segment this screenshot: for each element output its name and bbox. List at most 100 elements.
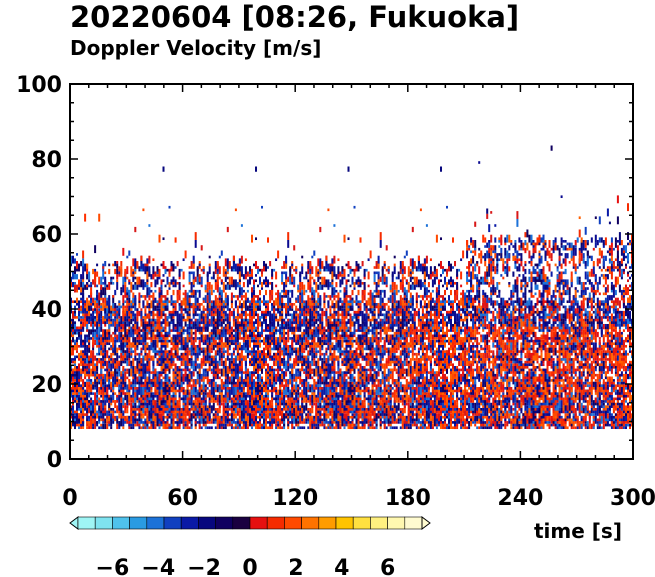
echo-cell — [305, 342, 308, 351]
echo-cell — [152, 295, 155, 298]
echo-cell — [94, 245, 97, 254]
echo-cell — [333, 384, 336, 388]
echo-cell — [297, 347, 300, 351]
echo-cell — [196, 345, 199, 348]
echo-cell — [200, 426, 203, 430]
echo-cell — [277, 389, 280, 395]
echo-cell — [321, 284, 324, 290]
echo-cell — [331, 313, 334, 319]
echo-cell — [305, 355, 308, 359]
echo-cell — [98, 308, 101, 311]
echo-cell — [96, 337, 99, 340]
echo-cell — [102, 297, 105, 303]
echo-cell — [184, 376, 187, 382]
echo-cell — [80, 415, 83, 419]
echo-cell — [236, 350, 239, 356]
echo-cell — [156, 337, 159, 340]
echo-cell — [190, 289, 193, 293]
echo-cell — [313, 279, 316, 283]
echo-cell — [267, 329, 270, 332]
echo-cell — [84, 318, 87, 327]
echo-cell — [172, 318, 175, 327]
echo-cell — [327, 423, 330, 427]
echo-cell — [208, 381, 211, 385]
echo-cell — [118, 381, 121, 385]
echo-cell — [114, 410, 117, 414]
echo-cell — [333, 415, 336, 419]
echo-cell — [218, 308, 221, 311]
echo-cell — [166, 381, 169, 385]
echo-cell — [126, 289, 129, 296]
echo-cell — [184, 303, 187, 309]
echo-cell — [102, 271, 105, 280]
echo-cell — [172, 263, 175, 272]
echo-cell — [114, 415, 117, 419]
echo-cell — [164, 415, 167, 419]
echo-cell — [206, 337, 209, 340]
echo-cell — [188, 316, 191, 324]
echo-cell — [220, 355, 223, 359]
echo-cell — [140, 318, 143, 327]
echo-cell — [226, 258, 229, 267]
echo-cell — [160, 400, 163, 406]
echo-cell — [311, 287, 314, 293]
echo-cell — [283, 360, 286, 367]
echo-cell — [198, 289, 201, 298]
echo-cell — [240, 397, 243, 406]
echo-cell — [152, 258, 155, 262]
echo-cell — [108, 394, 111, 398]
echo-cell — [116, 358, 119, 366]
echo-cell — [166, 355, 169, 364]
echo-cell — [154, 289, 157, 293]
echo-cell — [249, 329, 252, 332]
echo-cell — [299, 295, 302, 303]
echo-cell — [72, 415, 75, 424]
echo-cell — [112, 318, 115, 327]
echo-cell — [92, 303, 95, 306]
echo-cell — [271, 282, 274, 290]
echo-cell — [168, 268, 171, 275]
echo-cell — [132, 415, 135, 422]
echo-cell — [200, 310, 203, 314]
echo-cell — [325, 402, 328, 406]
echo-cell — [150, 318, 153, 322]
echo-cell — [319, 258, 322, 267]
echo-cell — [323, 418, 326, 422]
echo-cell — [301, 263, 304, 267]
echo-cell — [259, 418, 262, 422]
echo-cell — [331, 415, 334, 419]
echo-cell — [323, 331, 326, 335]
echo-cell — [240, 289, 243, 293]
echo-cell — [313, 423, 316, 430]
echo-cell — [240, 266, 243, 275]
echo-cell — [228, 276, 231, 285]
echo-cell — [257, 326, 260, 330]
echo-cell — [295, 350, 298, 356]
echo-cell — [216, 376, 219, 380]
echo-cell — [323, 282, 326, 288]
echo-cell — [329, 282, 332, 288]
echo-cell — [285, 310, 288, 314]
echo-cell — [104, 342, 107, 346]
echo-cell — [194, 415, 197, 422]
echo-cell — [196, 389, 199, 393]
echo-cell — [184, 318, 187, 322]
echo-cell — [164, 366, 167, 369]
echo-cell — [249, 339, 252, 346]
echo-cell — [297, 318, 300, 322]
echo-cell — [140, 394, 143, 401]
echo-cell — [242, 379, 245, 382]
echo-cell — [74, 397, 77, 401]
echo-cell — [321, 352, 324, 356]
echo-cell — [305, 371, 308, 377]
echo-cell — [224, 373, 227, 377]
echo-cell — [307, 410, 310, 414]
echo-cell — [299, 394, 302, 398]
echo-cell — [188, 266, 191, 269]
echo-cell — [72, 345, 75, 351]
echo-cell — [315, 368, 318, 377]
echo-cell — [273, 379, 276, 387]
echo-cell — [172, 300, 175, 304]
echo-cell — [132, 358, 135, 366]
echo-cell — [168, 310, 171, 314]
